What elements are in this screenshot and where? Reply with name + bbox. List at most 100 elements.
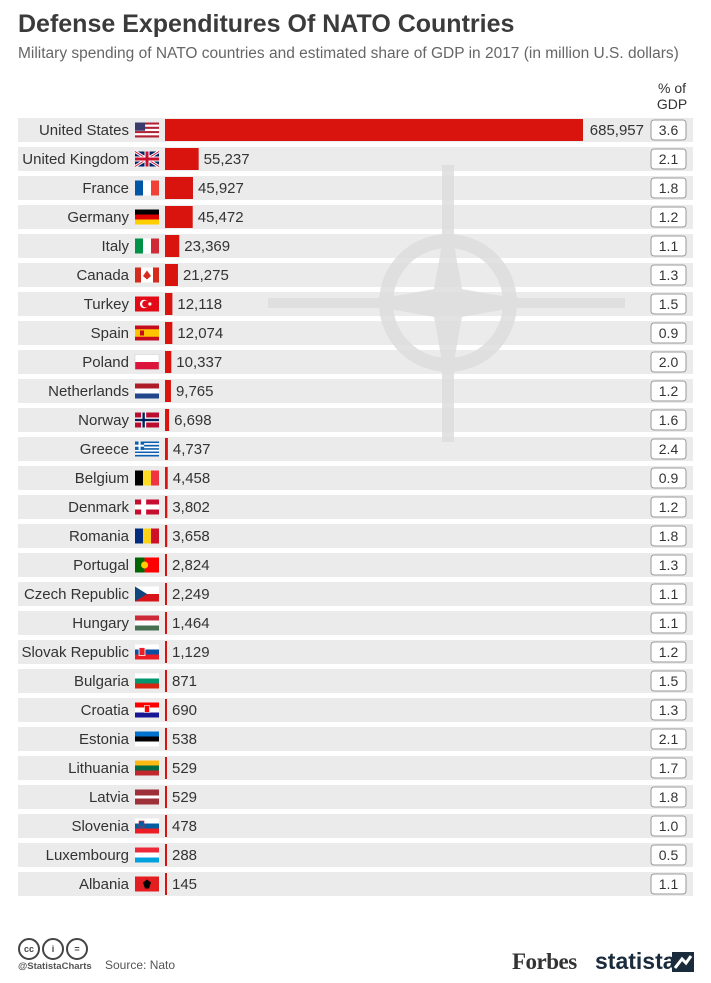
row-background [18, 756, 693, 780]
bar [165, 380, 171, 402]
row-background [18, 176, 693, 200]
value-label: 690 [172, 702, 197, 719]
flag-stripe [135, 673, 159, 679]
country-label: Croatia [81, 702, 130, 719]
flag-stripe [135, 444, 159, 447]
bar-row: Portugal 2,824 1.3 [73, 554, 687, 576]
watermark-star [356, 211, 540, 395]
gdp-box [650, 583, 687, 605]
flag-pl-icon [134, 354, 160, 370]
flag-stripe [135, 683, 159, 689]
flag-emblem [138, 647, 146, 656]
country-label: Italy [101, 238, 129, 255]
gdp-box [650, 728, 687, 750]
flag-stripe [135, 133, 159, 136]
flag-stripe [151, 238, 159, 254]
country-label: Canada [76, 267, 129, 284]
gdp-label: 2.1 [659, 151, 679, 167]
bar [165, 119, 583, 141]
value-label: 145 [172, 876, 197, 893]
row-backgrounds [18, 118, 693, 896]
bar [165, 351, 172, 373]
bar-row: Poland 10,337 2.0 [82, 351, 687, 373]
flag-no-icon [135, 412, 159, 428]
flag-cross [135, 418, 159, 422]
flag-stripe [135, 528, 143, 544]
value-label: 478 [172, 818, 197, 835]
flag-stripe [135, 470, 143, 486]
country-label: Estonia [79, 731, 130, 748]
country-label: Netherlands [48, 383, 129, 400]
gdp-label: 1.2 [659, 644, 679, 660]
flag-hu-icon [135, 615, 159, 631]
flag-it-icon [135, 238, 159, 254]
bar [165, 322, 173, 344]
flag-emblem [141, 561, 149, 569]
bar [165, 670, 167, 692]
flag-stripe [143, 180, 151, 196]
row-background [18, 437, 693, 461]
value-label: 1,129 [172, 644, 210, 661]
flag-tr-icon [135, 296, 159, 312]
country-label: Slovenia [71, 818, 129, 835]
bar [165, 496, 168, 518]
gdp-label: 1.2 [659, 499, 679, 515]
flag-star [148, 302, 152, 306]
flag-stripe [153, 267, 159, 283]
bar [165, 728, 167, 750]
flag-field [144, 557, 159, 573]
bar-row: Bulgaria 871 1.5 [74, 670, 687, 692]
row-background [18, 350, 693, 374]
row-background [18, 379, 693, 403]
bar [165, 641, 167, 663]
gdp-box [650, 235, 687, 257]
flag-stripe [151, 528, 159, 544]
value-label: 6,698 [174, 412, 212, 429]
row-background [18, 698, 693, 722]
gdp-box [650, 322, 687, 344]
bar [165, 786, 167, 808]
chart-title: Defense Expenditures Of NATO Countries [18, 10, 515, 38]
flag-stripe [135, 454, 159, 457]
statista-handle: @StatistaCharts [18, 961, 92, 972]
license-icons: cc i = [18, 938, 90, 960]
country-label: United States [39, 122, 129, 139]
value-label: 21,275 [183, 267, 229, 284]
flag-emblem [144, 705, 150, 713]
flag-stripe [135, 354, 159, 362]
flag-lu-icon [135, 847, 159, 863]
row-background [18, 872, 693, 896]
flag-stripe [135, 702, 159, 708]
flag-fr-icon [135, 180, 159, 196]
row-background [18, 321, 693, 345]
bar [165, 438, 168, 460]
flag-stripe [135, 765, 159, 771]
flag-stripe [135, 760, 159, 766]
flag-leaf [143, 270, 151, 280]
value-label: 45,927 [198, 180, 244, 197]
bar-row: France 45,927 1.8 [82, 177, 687, 199]
flag-gb-icon [134, 150, 160, 168]
country-label: Slovak Republic [21, 644, 129, 661]
flag-stripe [135, 362, 159, 370]
value-label: 4,737 [173, 441, 211, 458]
value-label: 10,337 [176, 354, 222, 371]
row-background [18, 553, 693, 577]
gdp-box [650, 641, 687, 663]
bar-row: Germany 45,472 1.2 [67, 206, 687, 228]
value-label: 529 [172, 760, 197, 777]
country-label: Belgium [75, 470, 129, 487]
flag-sk-icon [135, 644, 159, 660]
bar-row: Turkey 12,118 1.5 [84, 293, 687, 315]
country-label: Luxembourg [46, 847, 129, 864]
flag-cross [135, 157, 159, 161]
flag-lt-icon [135, 760, 159, 776]
bar-row: Belgium 4,458 0.9 [75, 467, 687, 489]
gdp-column-header: % of GDP [656, 80, 688, 112]
country-label: Portugal [73, 557, 129, 574]
bar [165, 293, 173, 315]
bar-row: Lithuania 529 1.7 [68, 757, 687, 779]
flag-cross [135, 444, 145, 447]
country-label: Greece [80, 441, 129, 458]
bar-row: Slovenia 478 1.0 [71, 815, 687, 837]
